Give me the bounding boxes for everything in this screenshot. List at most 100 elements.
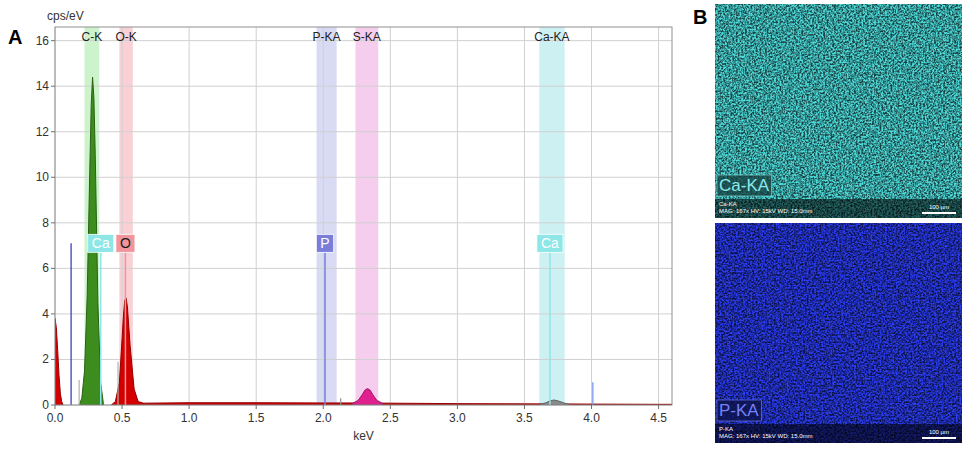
element-marker-text: O — [120, 235, 131, 251]
grid-line — [55, 86, 672, 87]
x-tick — [256, 405, 257, 409]
x-tick — [658, 405, 659, 409]
band-label: P-KA — [313, 30, 341, 44]
y-tick-label: 2 — [42, 352, 49, 366]
y-tick — [51, 268, 55, 269]
element-marker-box — [537, 234, 563, 252]
x-tick-label: 2.0 — [315, 411, 332, 425]
y-tick-label: 8 — [42, 216, 49, 230]
element-map — [715, 223, 962, 443]
x-tick — [524, 405, 525, 409]
element-line — [549, 243, 551, 405]
element-marker-box — [116, 234, 135, 252]
element-marker-label: Ca — [88, 234, 114, 252]
element-marker-box — [88, 234, 114, 252]
y-tick — [51, 313, 55, 314]
element-marker-label: Ca — [537, 234, 563, 252]
line-marker — [70, 243, 71, 405]
x-tick-label: 3.5 — [516, 411, 533, 425]
element-line — [324, 243, 326, 405]
x-tick — [189, 405, 190, 409]
scale-bar — [922, 212, 956, 214]
y-tick-label: 6 — [42, 261, 49, 275]
grid-line — [55, 359, 672, 360]
y-tick-label: 0 — [42, 398, 49, 412]
y-tick — [51, 40, 55, 41]
grid-line — [55, 268, 672, 269]
element-marker-text: Ca — [92, 235, 110, 251]
map-label: Ca-KA — [719, 176, 770, 195]
bands — [85, 27, 565, 405]
x-tick-label: 0.0 — [47, 411, 64, 425]
y-tick-label: 14 — [36, 79, 50, 93]
y-tick — [51, 177, 55, 178]
element-marker-box — [316, 234, 333, 252]
x-tick-label: 4.5 — [650, 411, 667, 425]
x-tick — [591, 405, 592, 409]
line-marker — [117, 362, 118, 405]
grid-line — [457, 27, 458, 405]
map-background — [715, 223, 962, 443]
band-label: S-KA — [353, 30, 381, 44]
plot-frame — [55, 27, 672, 405]
scale-bar-label: 100 µm — [929, 204, 949, 210]
y-tick — [51, 222, 55, 223]
element-marker-label: P — [316, 234, 333, 252]
y-tick — [51, 405, 55, 406]
grid-line — [256, 27, 257, 405]
map-caption: Ca-KA — [719, 201, 737, 207]
plot-background — [55, 27, 672, 405]
grid-line — [189, 27, 190, 405]
element-map — [715, 4, 962, 218]
spectrum-area — [353, 389, 383, 405]
grid-line — [323, 27, 324, 405]
panel-letter: B — [693, 6, 707, 28]
element-band — [539, 27, 564, 405]
element-marker-text: P — [320, 235, 329, 251]
panel-letter: A — [8, 26, 22, 48]
spectrum-area — [111, 298, 143, 405]
grid-line — [524, 27, 525, 405]
map-label: P-KA — [719, 401, 759, 420]
map-caption: MAG: 167x HV: 15kV WD: 15.0mm — [719, 208, 812, 214]
x-tick-label: 1.0 — [181, 411, 198, 425]
y-tick — [51, 131, 55, 132]
y-tick — [51, 359, 55, 360]
grid-line — [55, 131, 672, 132]
band-label: O-K — [115, 30, 136, 44]
x-tick — [457, 405, 458, 409]
x-tick-label: 0.5 — [114, 411, 131, 425]
element-marker-label: O — [116, 234, 135, 252]
line-marker — [340, 398, 341, 405]
y-tick-label: 10 — [36, 170, 50, 184]
grid-line — [390, 27, 391, 405]
x-tick — [390, 405, 391, 409]
spectrum-area — [541, 400, 569, 405]
map-info-strip — [715, 424, 962, 443]
grid-line — [591, 27, 592, 405]
x-tick — [122, 405, 123, 409]
band-label: C-K — [82, 30, 103, 44]
x-tick — [323, 405, 324, 409]
scale-bar-label: 100 µm — [929, 429, 949, 435]
y-tick — [51, 86, 55, 87]
element-band — [317, 27, 337, 405]
x-tick-label: 2.5 — [382, 411, 399, 425]
y-axis-title: cps/eV — [47, 9, 84, 23]
x-tick — [55, 405, 56, 409]
element-line — [100, 243, 102, 405]
map-label-box — [717, 175, 772, 196]
map-caption: MAG: 167x HV: 15kV WD: 15.0mm — [719, 433, 812, 439]
map-caption: P-KA — [719, 426, 733, 432]
x-tick-label: 1.5 — [248, 411, 265, 425]
y-tick-label: 16 — [36, 34, 50, 48]
grid-line — [55, 222, 672, 223]
element-band — [355, 27, 378, 405]
spectrum-area — [55, 318, 63, 405]
figure: ABCaOPCaC-KO-KP-KAS-KACa-KA0246810121416… — [0, 0, 969, 449]
x-axis-title: keV — [353, 429, 374, 443]
grid-line — [658, 27, 659, 405]
map-texture — [715, 223, 962, 443]
grid-line — [55, 313, 672, 314]
band-label: Ca-KA — [534, 30, 569, 44]
